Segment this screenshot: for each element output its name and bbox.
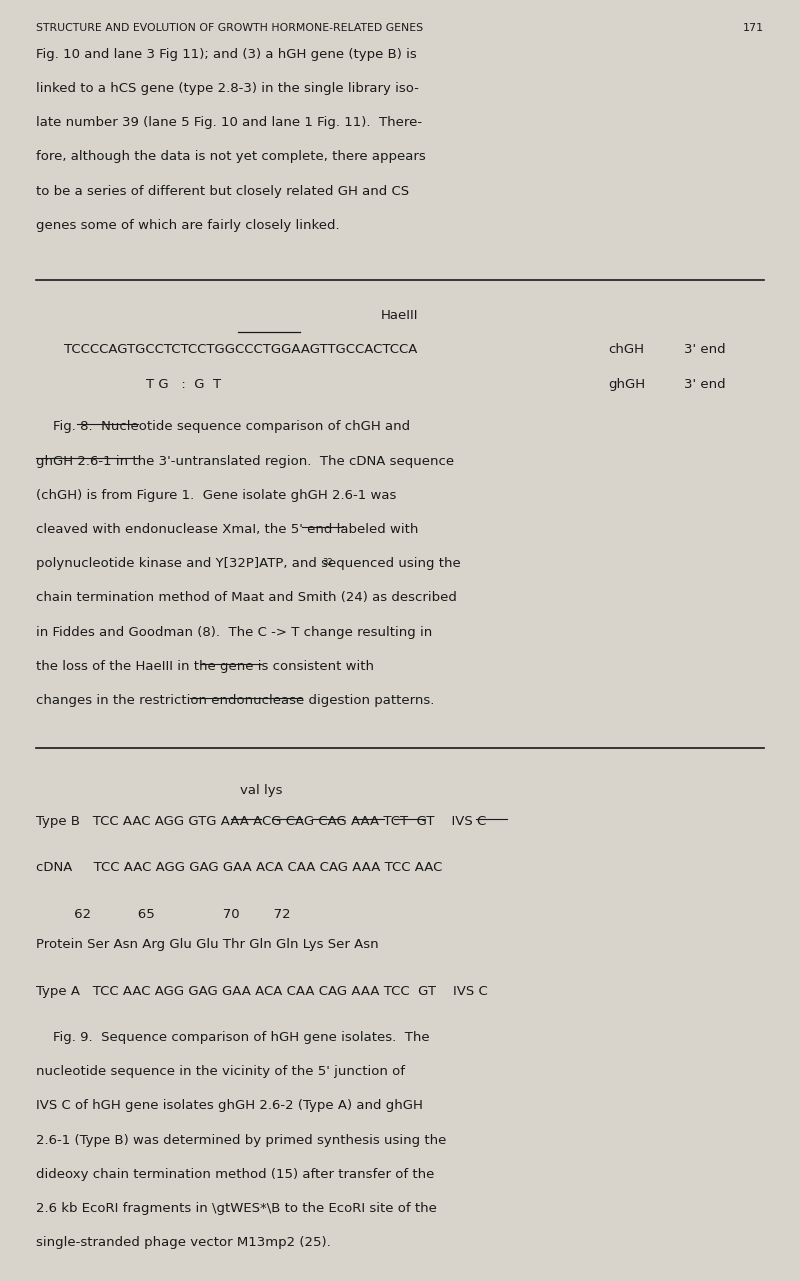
Text: ghGH: ghGH (608, 378, 645, 391)
Text: Fig. 8.  Nucleotide sequence comparison of chGH and: Fig. 8. Nucleotide sequence comparison o… (36, 420, 410, 433)
Text: polynucleotide kinase and Y[32P]ATP, and sequenced using the: polynucleotide kinase and Y[32P]ATP, and… (36, 557, 461, 570)
Text: T G   :  G  T: T G : G T (146, 378, 221, 391)
Text: the loss of the HaeIII in the gene is consistent with: the loss of the HaeIII in the gene is co… (36, 660, 374, 673)
Text: to be a series of different but closely related GH and CS: to be a series of different but closely … (36, 184, 409, 197)
Text: Protein Ser Asn Arg Glu Glu Thr Gln Gln Lys Ser Asn: Protein Ser Asn Arg Glu Glu Thr Gln Gln … (36, 939, 378, 952)
Text: Type A   TCC AAC AGG GAG GAA ACA CAA CAG AAA TCC  GT    IVS C: Type A TCC AAC AGG GAG GAA ACA CAA CAG A… (36, 985, 488, 998)
Text: 2.6 kb EcoRI fragments in \gtWES*\B to the EcoRI site of the: 2.6 kb EcoRI fragments in \gtWES*\B to t… (36, 1202, 437, 1214)
Text: single-stranded phage vector M13mp2 (25).: single-stranded phage vector M13mp2 (25)… (36, 1236, 330, 1249)
Text: val lys: val lys (240, 784, 282, 797)
Text: in Fiddes and Goodman (8).  The C -> T change resulting in: in Fiddes and Goodman (8). The C -> T ch… (36, 625, 432, 639)
Text: late number 39 (lane 5 Fig. 10 and lane 1 Fig. 11).  There-: late number 39 (lane 5 Fig. 10 and lane … (36, 117, 422, 129)
Text: nucleotide sequence in the vicinity of the 5' junction of: nucleotide sequence in the vicinity of t… (36, 1065, 405, 1079)
Text: Fig. 10 and lane 3 Fig 11); and (3) a hGH gene (type B) is: Fig. 10 and lane 3 Fig 11); and (3) a hG… (36, 47, 417, 60)
Text: 3' end: 3' end (684, 378, 726, 391)
Text: STRUCTURE AND EVOLUTION OF GROWTH HORMONE-RELATED GENES: STRUCTURE AND EVOLUTION OF GROWTH HORMON… (36, 23, 423, 32)
Text: Type B   TCC AAC AGG GTG AAA ACG CAG CAG AAA TCT  GT    IVS C: Type B TCC AAC AGG GTG AAA ACG CAG CAG A… (36, 815, 486, 828)
Text: linked to a hCS gene (type 2.8-3) in the single library iso-: linked to a hCS gene (type 2.8-3) in the… (36, 82, 419, 95)
Text: 2.6-1 (Type B) was determined by primed synthesis using the: 2.6-1 (Type B) was determined by primed … (36, 1134, 446, 1146)
Text: genes some of which are fairly closely linked.: genes some of which are fairly closely l… (36, 219, 340, 232)
Text: IVS C of hGH gene isolates ghGH 2.6-2 (Type A) and ghGH: IVS C of hGH gene isolates ghGH 2.6-2 (T… (36, 1099, 423, 1112)
Text: cleaved with endonuclease XmaI, the 5' end labeled with: cleaved with endonuclease XmaI, the 5' e… (36, 523, 418, 535)
Text: 32: 32 (322, 559, 334, 567)
Text: TCCCCAGTGCCTCTCCTGGCCCTGGAAGTTGCCACTCCA: TCCCCAGTGCCTCTCCTGGCCCTGGAAGTTGCCACTCCA (64, 343, 418, 356)
Text: cDNA     TCC AAC AGG GAG GAA ACA CAA CAG AAA TCC AAC: cDNA TCC AAC AGG GAG GAA ACA CAA CAG AAA… (36, 861, 442, 875)
Text: 62           65                70        72: 62 65 70 72 (36, 907, 290, 921)
Text: 171: 171 (743, 23, 764, 32)
Text: 3' end: 3' end (684, 343, 726, 356)
Text: changes in the restriction endonuclease digestion patterns.: changes in the restriction endonuclease … (36, 694, 434, 707)
Text: dideoxy chain termination method (15) after transfer of the: dideoxy chain termination method (15) af… (36, 1168, 434, 1181)
Text: ghGH 2.6-1 in the 3'-untranslated region.  The cDNA sequence: ghGH 2.6-1 in the 3'-untranslated region… (36, 455, 454, 468)
Text: chain termination method of Maat and Smith (24) as described: chain termination method of Maat and Smi… (36, 592, 457, 605)
Text: fore, although the data is not yet complete, there appears: fore, although the data is not yet compl… (36, 150, 426, 164)
Text: chGH: chGH (608, 343, 644, 356)
Text: (chGH) is from Figure 1.  Gene isolate ghGH 2.6-1 was: (chGH) is from Figure 1. Gene isolate gh… (36, 489, 396, 502)
Text: HaeIII: HaeIII (382, 309, 418, 322)
Text: Fig. 9.  Sequence comparison of hGH gene isolates.  The: Fig. 9. Sequence comparison of hGH gene … (36, 1031, 430, 1044)
